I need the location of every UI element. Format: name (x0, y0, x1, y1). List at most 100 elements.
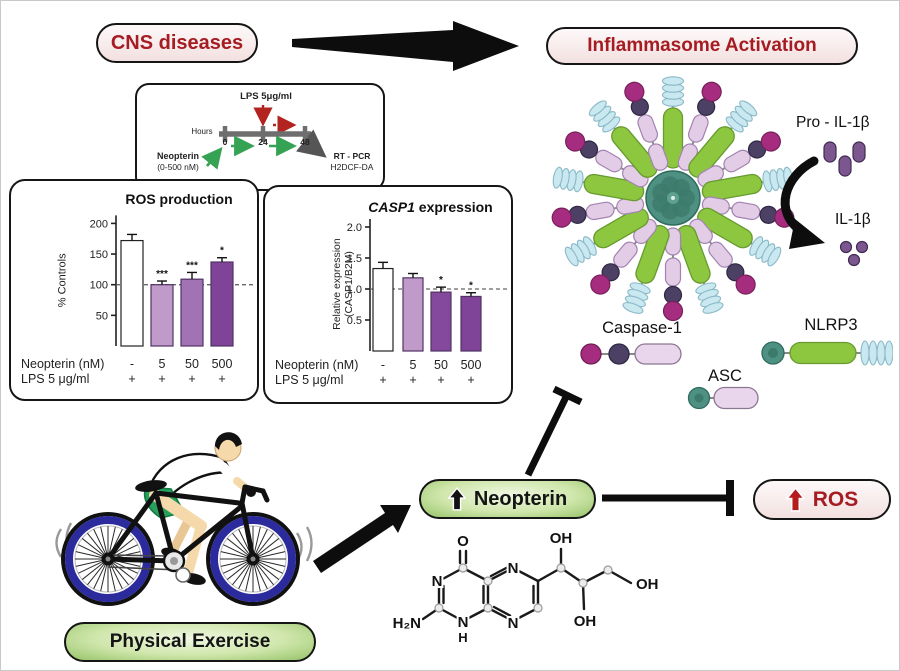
axis-row-label: Neopterin (nM) (275, 358, 359, 372)
significance-marker: *** (156, 269, 168, 280)
nlrp3-spoke (697, 207, 782, 267)
axis-row-value: + (218, 372, 226, 386)
timeline-drawing (201, 105, 327, 170)
tick-label-0: 0 (222, 137, 228, 147)
ros-production-chart-card: ROS production % Controls 50 100 150 200 ***… (9, 179, 259, 401)
bar (460, 295, 482, 352)
inflammasome-activation-label: Inflammasome Activation (587, 35, 817, 56)
cns-to-inflammasome-arrow (292, 21, 519, 71)
il1b-label: IL-1β (835, 211, 871, 228)
bar (180, 278, 204, 347)
axis-row-value: 5 (158, 357, 166, 371)
nlrp3-spoke (688, 100, 758, 178)
neopterin-inhibits-caspase1-line (524, 393, 571, 477)
rtpcr-label: RT - PCR (333, 151, 371, 161)
asc-caspase-spoke (697, 131, 781, 188)
asc-caspase-spoke (565, 131, 649, 188)
pro-il1b-molecules (823, 141, 866, 177)
casp1-chart-title: CASP1 expression (350, 199, 511, 215)
cns-diseases-label: CNS diseases (110, 31, 244, 54)
bar (372, 267, 394, 352)
nlrp3-icon (761, 340, 893, 366)
axis-row-value: - (129, 357, 135, 371)
asc-caspase-spoke (662, 227, 684, 322)
y-tick-label: 50 (96, 310, 108, 322)
asc-caspase-spoke (590, 218, 657, 295)
significance-marker: * (439, 275, 443, 286)
nlrp3-spoke (588, 100, 658, 178)
significance-marker: *** (186, 260, 198, 271)
bicycle-seat (135, 480, 167, 492)
protocol-neopterin-dose: (0-500 nM) (157, 162, 199, 172)
caspase1-label: Caspase-1 (602, 319, 682, 337)
atom-o: O (457, 533, 469, 550)
bicycle-frame (105, 484, 270, 564)
bar (430, 291, 452, 352)
axis-row-value: 500 (460, 358, 482, 372)
ros-chart-title: ROS production (125, 191, 233, 207)
axis-row-label: LPS 5 μg/ml (21, 372, 90, 386)
atom-n4: N (508, 615, 519, 632)
nlrp3-spoke (676, 224, 724, 314)
nlrp3-spoke (564, 207, 649, 267)
axis-row-value: + (158, 372, 166, 386)
axis-row-label: LPS 5 μg/ml (275, 373, 344, 387)
atom-oh-bottom: OH (574, 613, 597, 630)
protocol-neopterin-label: Neopterin (156, 151, 199, 161)
casp1-bar-plot: 0.5 1.0 1.5 2.0 * * (347, 219, 509, 352)
bar (120, 239, 144, 347)
cns-diseases-node: CNS diseases (96, 23, 258, 63)
atom-n2: N (458, 614, 469, 631)
nlrp3-spoke (661, 76, 685, 169)
physical-exercise-label: Physical Exercise (109, 631, 271, 652)
ros-node-label: ROS (812, 487, 859, 511)
y-tick-label: 1.0 (347, 284, 362, 296)
tick-label-24: 24 (258, 137, 268, 147)
neopterin-add-arrow (201, 146, 223, 170)
il1b-molecules (839, 240, 869, 267)
cyclist-illustration (55, 432, 313, 606)
physical-exercise-node: Physical Exercise (64, 622, 316, 662)
y-tick-label: 150 (90, 249, 108, 261)
axis-row-value: + (379, 373, 387, 387)
axis-row-label: Neopterin (nM) (21, 357, 105, 371)
inflammasome-activation-node: Inflammasome Activation (546, 27, 858, 65)
atom-oh-side: OH (636, 576, 659, 593)
caspase1-icon (580, 343, 682, 365)
experimental-protocol-card: LPS 5μg/ml Hours 0 24 48 Neopterin (0-50… (135, 83, 385, 191)
bond-lines (421, 547, 633, 623)
axis-row-value: 5 (409, 358, 417, 372)
atom-nh: H (458, 630, 467, 645)
pro-il1b-label: Pro - IL-1β (796, 114, 870, 131)
bar (402, 277, 424, 352)
axis-row-value: + (409, 373, 417, 387)
axis-row-value: 50 (434, 358, 448, 372)
asc-caspase-spoke (689, 218, 756, 295)
bar (210, 261, 234, 347)
inflammasome-illustration (551, 76, 795, 322)
hours-label: Hours (191, 127, 213, 136)
asc-caspase-spoke (551, 196, 645, 228)
ros-node: ROS (753, 479, 891, 520)
derailleur (175, 567, 191, 583)
atom-n1: N (432, 573, 443, 590)
significance-marker: * (469, 281, 473, 292)
h2dcf-label: H2DCF-DA (330, 162, 374, 172)
atom-amine: H₂N (393, 615, 421, 632)
inflammasome-core (645, 170, 701, 226)
axis-row-value: + (467, 373, 475, 387)
y-tick-label: 1.5 (347, 253, 362, 265)
nlrp3-label: NLRP3 (804, 316, 858, 334)
asc-icon (687, 386, 759, 410)
axis-row-value: + (437, 373, 445, 387)
casp1-title-gene: CASP1 (368, 199, 415, 215)
up-arrow-icon (785, 487, 805, 512)
asc-caspase-spoke (624, 81, 669, 171)
axis-row-value: 50 (185, 357, 199, 371)
axis-row-value: + (128, 372, 136, 386)
casp1-expression-chart-card: CASP1 expression Relative expression (CA… (263, 185, 513, 404)
axis-row-value: - (380, 358, 386, 372)
bar (150, 284, 174, 347)
